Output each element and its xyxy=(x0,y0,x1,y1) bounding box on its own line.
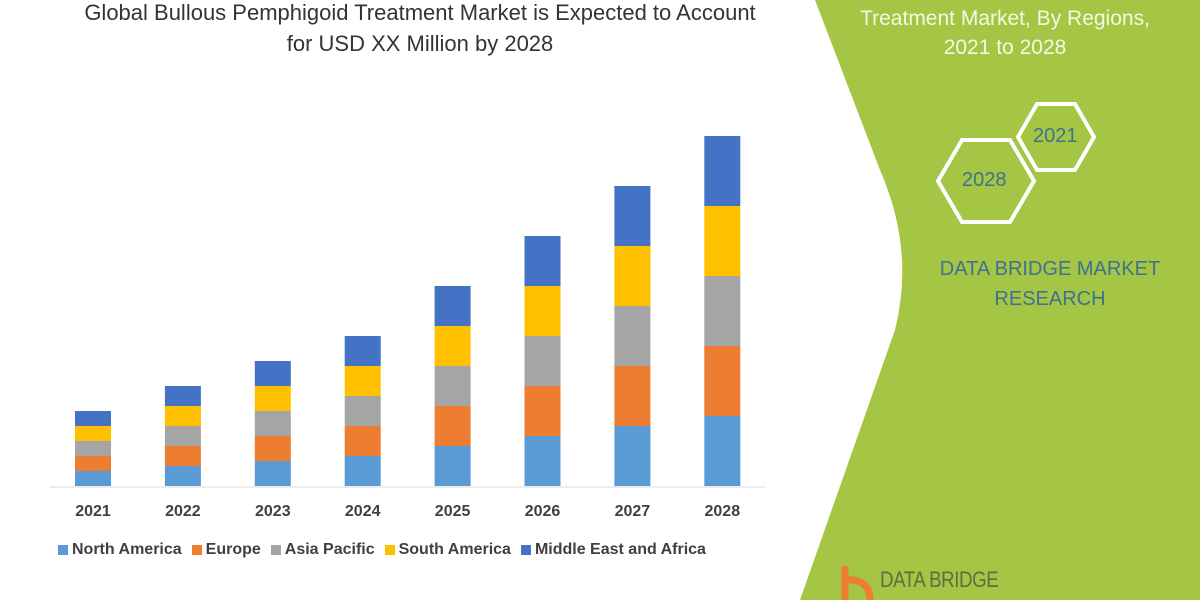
bar-segment-2021-asia-pacific xyxy=(75,441,111,456)
bar-segment-2025-middle-east-and-africa xyxy=(434,286,471,326)
bar-segment-2021-middle-east-and-africa xyxy=(75,411,111,426)
green-side-panel xyxy=(800,0,1200,600)
legend-item: Europe xyxy=(191,541,261,559)
legend-item: Middle East and Africa xyxy=(520,541,706,559)
bar-segment-2024-north-america xyxy=(344,456,381,486)
bar-segment-2024-middle-east-and-africa xyxy=(344,336,381,366)
x-tick-label: 2021 xyxy=(75,503,111,520)
bar-segment-2023-asia-pacific xyxy=(254,411,291,436)
logo-text: DATA BRIDGE xyxy=(880,567,999,592)
side-title-line-2: Treatment Market, By Regions, xyxy=(860,7,1150,30)
bar-segment-2027-europe xyxy=(614,366,651,426)
bar-segment-2026-south-america xyxy=(524,286,561,336)
brand-line-2: RESEARCH xyxy=(994,288,1106,310)
bar-segment-2024-south-america xyxy=(344,366,381,396)
bar-segment-2023-south-america xyxy=(254,386,291,411)
brand-name: DATA BRIDGE MARKET RESEARCH xyxy=(900,254,1200,314)
x-tick-label: 2022 xyxy=(165,503,201,520)
bar-segment-2021-south-america xyxy=(75,426,111,441)
bar-segment-2028-asia-pacific xyxy=(704,276,741,346)
x-tick-label: 2028 xyxy=(704,503,741,520)
hex-label-2028: 2028 xyxy=(962,169,1007,191)
bar-segment-2021-north-america xyxy=(75,471,111,486)
chart-title: Global Bullous Pemphigoid Treatment Mark… xyxy=(40,0,800,59)
bar-segment-2028-south-america xyxy=(704,206,741,276)
bar-segment-2022-europe xyxy=(164,446,201,466)
legend-swatch-icon xyxy=(191,545,202,555)
hex-label-2021: 2021 xyxy=(1033,125,1078,147)
bar-segment-2023-middle-east-and-africa xyxy=(254,361,291,386)
bar-segment-2026-north-america xyxy=(524,436,561,486)
brand-line-1: DATA BRIDGE MARKET xyxy=(939,258,1161,280)
side-panel-title: Treatment Market, By Regions, 2021 to 20… xyxy=(820,4,1190,62)
bar-segment-2022-south-america xyxy=(164,406,201,426)
bar-segment-2027-south-america xyxy=(614,246,651,306)
legend-item: Asia Pacific xyxy=(270,541,375,559)
x-tick-label: 2026 xyxy=(524,503,561,520)
legend-label: Middle East and Africa xyxy=(534,541,706,558)
title-line-1: Global Bullous Pemphigoid Treatment Mark… xyxy=(84,0,756,25)
legend-label: South America xyxy=(398,541,511,558)
bar-segment-2027-middle-east-and-africa xyxy=(614,186,651,246)
bar-segment-2026-europe xyxy=(524,386,561,436)
bar-segment-2025-north-america xyxy=(434,446,471,486)
bar-segment-2022-middle-east-and-africa xyxy=(164,386,201,406)
bars-group xyxy=(75,136,741,486)
legend-label: Europe xyxy=(205,541,261,558)
bar-segment-2028-north-america xyxy=(704,416,741,486)
legend-swatch-icon xyxy=(270,545,281,555)
legend-swatch-icon xyxy=(58,545,68,555)
bar-segment-2028-middle-east-and-africa xyxy=(704,136,741,206)
bar-segment-2027-asia-pacific xyxy=(614,306,651,366)
logo-icon xyxy=(841,566,874,600)
x-tick-label: 2027 xyxy=(614,503,651,520)
bar-segment-2022-asia-pacific xyxy=(164,426,201,446)
bar-segment-2025-europe xyxy=(434,406,471,446)
bar-segment-2025-asia-pacific xyxy=(434,366,471,406)
bar-segment-2024-asia-pacific xyxy=(344,396,381,426)
bar-segment-2021-europe xyxy=(75,456,111,471)
bar-segment-2028-europe xyxy=(704,346,741,416)
hexagon-2021-icon xyxy=(1015,102,1097,172)
bar-segment-2027-north-america xyxy=(614,426,651,486)
legend-swatch-icon xyxy=(384,545,395,555)
bar-segment-2023-europe xyxy=(254,436,291,461)
bar-segment-2026-asia-pacific xyxy=(524,336,561,386)
hexagon-2028-icon xyxy=(935,138,1037,224)
legend-label: Asia Pacific xyxy=(284,541,375,558)
bar-segment-2022-north-america xyxy=(164,466,201,486)
title-line-2: for USD XX Million by 2028 xyxy=(286,31,554,56)
x-tick-label: 2023 xyxy=(255,503,291,520)
side-title-line-3: 2021 to 2028 xyxy=(943,36,1067,59)
x-tick-label: 2024 xyxy=(344,503,381,520)
bar-segment-2024-europe xyxy=(344,426,381,456)
legend-swatch-icon xyxy=(520,545,531,555)
legend-item: North America xyxy=(58,541,182,559)
bar-segment-2025-south-america xyxy=(434,326,471,366)
legend-item: South America xyxy=(384,541,511,559)
x-tick-label: 2025 xyxy=(434,503,471,520)
bar-segment-2026-middle-east-and-africa xyxy=(524,236,561,286)
legend: North America Europe Asia Pacific South Ame… xyxy=(58,541,706,559)
legend-label: North America xyxy=(72,541,182,558)
bar-segment-2023-north-america xyxy=(254,461,291,486)
